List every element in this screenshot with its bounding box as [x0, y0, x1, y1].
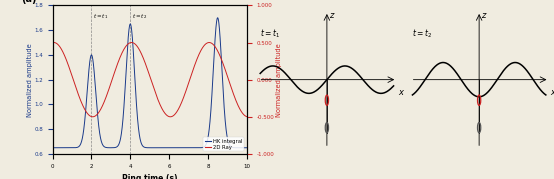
Text: $t=t_2$: $t=t_2$: [412, 27, 433, 40]
X-axis label: Ping time (s): Ping time (s): [122, 174, 177, 179]
Text: $t=t_2$: $t=t_2$: [132, 12, 147, 21]
Text: $t=t_1$: $t=t_1$: [260, 27, 280, 40]
Text: $z$: $z$: [481, 11, 488, 20]
Y-axis label: Normalized amplitude: Normalized amplitude: [275, 43, 281, 117]
Text: $z$: $z$: [329, 11, 336, 20]
Text: $x$: $x$: [398, 88, 405, 97]
Text: $t=t_1$: $t=t_1$: [93, 12, 108, 21]
Legend: HK integral, 2D Ray: HK integral, 2D Ray: [203, 137, 244, 151]
Y-axis label: Normalized amplitude: Normalized amplitude: [27, 43, 33, 117]
Text: (a): (a): [22, 0, 37, 4]
Text: $x$: $x$: [550, 88, 554, 97]
